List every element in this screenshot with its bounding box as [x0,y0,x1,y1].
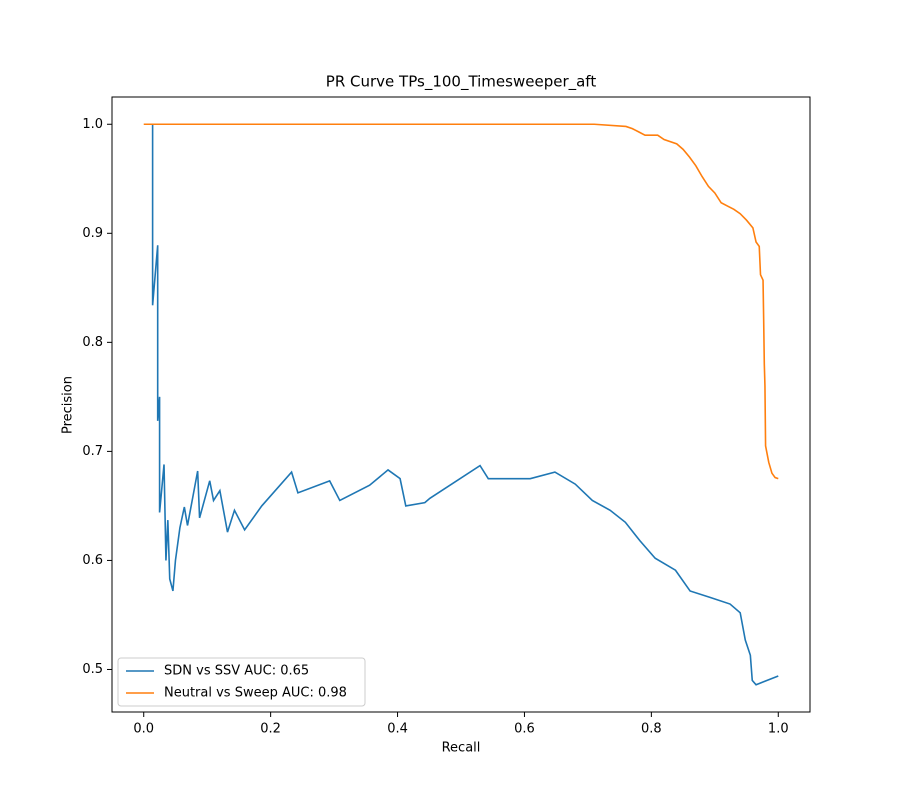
x-axis-label: Recall [442,741,481,756]
legend-label: Neutral vs Sweep AUC: 0.98 [164,686,347,701]
y-tick-label: 0.6 [82,553,103,568]
chart-title: PR Curve TPs_100_Timesweeper_aft [326,73,597,92]
x-tick-label: 0.2 [260,722,281,737]
y-axis-label: Precision [61,376,76,434]
x-tick-label: 0.0 [133,722,154,737]
y-tick-label: 0.9 [82,226,103,241]
y-tick-label: 0.5 [82,662,103,677]
x-tick-label: 1.0 [768,722,789,737]
y-tick-label: 0.8 [82,335,103,350]
legend: SDN vs SSV AUC: 0.65 Neutral vs Sweep AUC… [117,657,366,707]
x-tick-label: 0.6 [514,722,535,737]
y-tick-label: 0.7 [82,444,103,459]
legend-box [117,657,366,707]
series-line [143,123,779,480]
series-line [151,124,779,686]
legend-label: SDN vs SSV AUC: 0.65 [164,664,309,679]
y-tick-label: 1.0 [82,117,103,132]
plot-frame [111,96,811,713]
x-tick-label: 0.8 [641,722,662,737]
x-tick-label: 0.4 [387,722,408,737]
